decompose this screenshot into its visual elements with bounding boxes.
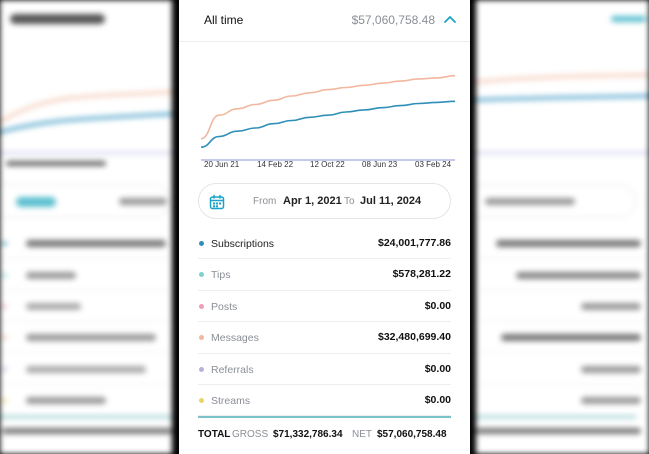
date-range-picker[interactable]: From Apr 1, 2021 To Jul 11, 2024	[198, 183, 451, 219]
category-amount: $32,480,699.40	[378, 331, 451, 344]
list-item-subscriptions[interactable]: Subscriptions $24,001,777.86	[198, 228, 451, 260]
earnings-line-chart	[201, 74, 455, 161]
list-item-posts[interactable]: Posts $0.00	[198, 291, 451, 323]
x-tick-label: 03 Feb 24	[415, 160, 452, 169]
blurred-chart	[476, 73, 649, 154]
x-tick-label: 20 Jun 21	[204, 160, 240, 169]
gross-label: GROSS	[232, 429, 269, 440]
category-amount: $0.00	[424, 299, 451, 312]
left-blurred-panel	[0, 0, 172, 454]
category-amount: $0.00	[424, 362, 451, 375]
category-name: Messages	[211, 332, 259, 345]
blurred-chart	[0, 90, 172, 154]
net-label: NET	[352, 429, 372, 440]
right-blurred-panel	[476, 0, 649, 454]
category-name: Tips	[211, 269, 231, 282]
blurred-row	[0, 322, 172, 353]
blurred-title	[10, 14, 105, 24]
period-amount: $57,060,758.48	[351, 13, 435, 27]
x-tick-label: 12 Oct 22	[310, 160, 345, 169]
list-item-referrals[interactable]: Referrals $0.00	[198, 354, 451, 385]
blurred-row	[476, 260, 649, 291]
blurred-chevron	[611, 16, 646, 22]
blurred-row	[476, 354, 649, 385]
blurred-row	[476, 322, 649, 353]
date-to-value[interactable]: Jul 11, 2024	[360, 195, 422, 207]
category-amount: $24,001,777.86	[378, 237, 451, 249]
category-name: Referrals	[211, 363, 254, 376]
category-amount: $578,281.22	[392, 268, 451, 281]
gross-value: $71,332,786.34	[273, 429, 343, 440]
x-tick-label: 14 Feb 22	[257, 160, 294, 169]
net-value: $57,060,758.48	[377, 429, 447, 440]
tips-color-dot	[199, 272, 204, 278]
blurred-date-pill	[476, 184, 636, 218]
series-line-1	[201, 100, 455, 148]
x-tick-label: 08 Jun 23	[362, 160, 398, 169]
total-row: TOTAL GROSS $71,332,786.34 NET $57,060,7…	[198, 416, 451, 450]
blurred-total-text	[476, 428, 641, 434]
blurred-row	[0, 291, 172, 322]
list-item-tips[interactable]: Tips $578,281.22	[198, 259, 451, 291]
period-selector[interactable]: All time $57,060,758.48	[179, 0, 470, 42]
blurred-axis-text	[6, 161, 106, 166]
blurred-row	[0, 354, 172, 385]
blurred-row	[0, 385, 172, 416]
subscriptions-color-dot	[199, 241, 204, 246]
blurred-row	[476, 385, 649, 416]
streams-color-dot	[199, 397, 204, 403]
messages-color-dot	[199, 335, 204, 341]
category-name: Subscriptions	[211, 238, 275, 250]
period-label: All time	[204, 13, 244, 27]
earnings-category-list: Subscriptions $24,001,777.86 Tips $578,2…	[198, 228, 451, 417]
blurred-total-divider	[0, 416, 172, 418]
list-item-streams[interactable]: Streams $0.00	[198, 385, 451, 417]
series-line-0	[201, 74, 455, 140]
chevron-up-icon[interactable]	[443, 13, 457, 27]
date-from-value[interactable]: Apr 1, 2021	[283, 195, 342, 207]
blurred-total-divider	[476, 416, 636, 418]
date-to-label: To	[344, 196, 355, 207]
category-name: Streams	[211, 394, 251, 407]
blurred-total-text	[2, 428, 172, 434]
blurred-row	[476, 291, 649, 322]
list-item-messages[interactable]: Messages $32,480,699.40	[198, 322, 451, 354]
total-label: TOTAL	[198, 429, 231, 440]
date-from-label: From	[253, 196, 277, 207]
posts-color-dot	[199, 303, 204, 309]
calendar-icon[interactable]	[209, 194, 225, 210]
category-amount: $0.00	[424, 393, 451, 406]
blurred-row	[476, 228, 649, 259]
blurred-row	[0, 228, 172, 259]
referrals-color-dot	[199, 366, 204, 372]
blurred-row	[0, 260, 172, 291]
category-name: Posts	[211, 300, 238, 313]
blurred-date-pill	[0, 184, 170, 218]
earnings-panel: All time $57,060,758.48 20 Jun 21 14 Feb…	[179, 0, 470, 454]
